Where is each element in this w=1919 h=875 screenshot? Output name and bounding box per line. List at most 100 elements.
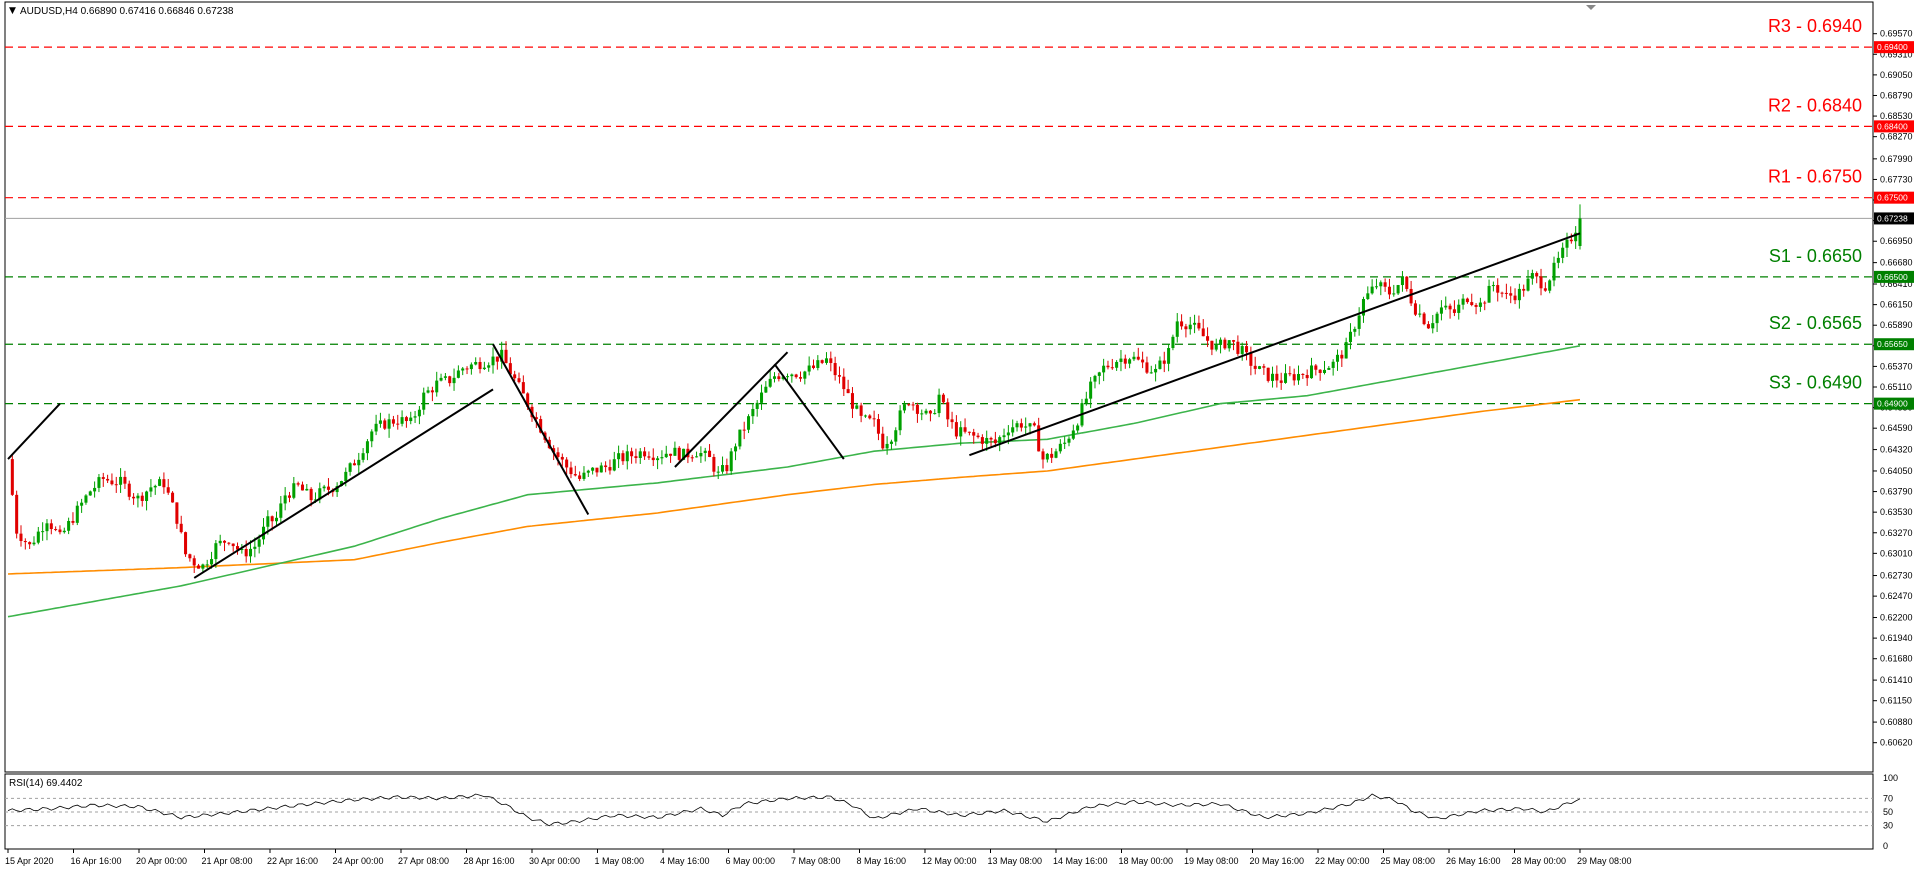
- bull-candle: [933, 413, 937, 415]
- bull-candle: [1154, 368, 1158, 373]
- bull-candle: [1357, 315, 1361, 329]
- bull-candle: [1379, 282, 1383, 287]
- bull-candle: [1444, 305, 1448, 308]
- bear-candle: [1483, 302, 1487, 304]
- bull-candle: [1396, 285, 1400, 294]
- bear-candle: [565, 459, 569, 468]
- bear-candle: [1409, 288, 1413, 304]
- time-tick-label: 22 Apr 16:00: [267, 856, 318, 866]
- bull-candle: [500, 349, 504, 362]
- bull-candle: [751, 408, 755, 417]
- bull-candle: [764, 386, 768, 393]
- price-tick-label: 0.66410: [1880, 279, 1913, 289]
- time-tick-label: 26 May 16:00: [1446, 856, 1501, 866]
- bear-candle: [517, 378, 521, 383]
- ma-fast-line: [7, 345, 1581, 618]
- bear-candle: [980, 437, 984, 444]
- bull-candle: [158, 479, 162, 486]
- bear-candle: [1504, 292, 1508, 294]
- price-tick-label: 0.66150: [1880, 300, 1913, 310]
- bull-candle: [1054, 451, 1058, 458]
- chart-menu-arrow-icon[interactable]: ▼: [9, 6, 16, 16]
- bull-candle: [898, 410, 902, 431]
- bear-candle: [651, 457, 655, 461]
- price-axis: 0.69570 0.69310 0.69050 0.68790 0.68530 0.682…: [1873, 29, 1913, 748]
- bull-candle: [205, 564, 209, 566]
- bear-candle: [1569, 239, 1573, 242]
- bull-candle: [426, 390, 430, 393]
- bull-candle: [937, 394, 941, 414]
- resistance-price-tag-box: [1874, 191, 1914, 204]
- bear-candle: [110, 480, 114, 485]
- bull-candle: [62, 530, 66, 533]
- bull-candle: [422, 392, 426, 410]
- bear-candle: [881, 433, 885, 449]
- bear-candle: [690, 457, 694, 459]
- bear-candle: [573, 474, 577, 476]
- bull-candle: [1093, 375, 1097, 382]
- scroll-marker-icon[interactable]: [1586, 5, 1596, 10]
- bull-candle: [400, 417, 404, 424]
- bull-candle: [656, 458, 660, 461]
- bear-candle: [508, 363, 512, 375]
- time-tick-label: 21 Apr 08:00: [202, 856, 253, 866]
- bull-candle: [283, 495, 287, 504]
- bear-candle: [28, 542, 32, 545]
- support-price-tag: 0.65650: [1877, 339, 1908, 349]
- bull-candle: [1084, 398, 1088, 404]
- price-tick-label: 0.62470: [1880, 591, 1913, 601]
- bull-candle: [370, 431, 374, 442]
- bear-candle: [1279, 380, 1283, 383]
- bull-candle: [1011, 427, 1015, 433]
- bull-candle: [920, 413, 924, 415]
- bull-candle: [374, 423, 378, 432]
- rsi-header: RSI(14) 69.4402: [9, 778, 83, 789]
- bull-candle: [1071, 430, 1075, 439]
- moving-averages: [7, 345, 1581, 618]
- bull-candle: [703, 450, 707, 453]
- bull-candle: [1578, 218, 1582, 246]
- time-tick-label: 8 May 16:00: [857, 856, 907, 866]
- bull-candle: [1517, 288, 1521, 301]
- bull-candle: [664, 453, 668, 458]
- bull-candle: [716, 471, 720, 473]
- bull-candle: [1478, 302, 1482, 307]
- bull-candle: [305, 488, 309, 491]
- bear-candle: [140, 495, 144, 501]
- bull-candle: [474, 361, 478, 365]
- bear-candle: [1141, 359, 1145, 363]
- bull-candle: [1188, 324, 1192, 330]
- bull-candle: [885, 443, 889, 449]
- bear-candle: [604, 465, 608, 468]
- bear-candle: [1535, 273, 1539, 277]
- time-tick-label: 13 May 08:00: [988, 856, 1043, 866]
- support-label: S3 - 0.6490: [1769, 373, 1862, 393]
- bear-candle: [608, 467, 612, 471]
- time-tick-label: 28 May 00:00: [1512, 856, 1567, 866]
- bear-candle: [1110, 367, 1114, 369]
- bear-candle: [223, 540, 227, 543]
- bull-candle: [816, 360, 820, 368]
- bull-candle: [673, 447, 677, 456]
- bull-candle: [1058, 443, 1062, 452]
- bull-candle: [274, 517, 279, 522]
- price-tick-label: 0.66680: [1880, 258, 1913, 268]
- bear-candle: [811, 365, 816, 368]
- resistance-label: R1 - 0.6750: [1768, 167, 1862, 187]
- time-tick-label: 12 May 00:00: [922, 856, 977, 866]
- time-tick-label: 7 May 08:00: [791, 856, 841, 866]
- bull-candle: [313, 499, 317, 501]
- bull-candle: [855, 405, 859, 409]
- bull-candle: [378, 420, 382, 424]
- bull-candle: [32, 542, 36, 545]
- trendline: [193, 388, 494, 579]
- bear-candle: [175, 502, 179, 524]
- price-tick-label: 0.67990: [1880, 154, 1913, 164]
- bull-candle: [149, 487, 153, 492]
- time-tick-label: 25 May 08:00: [1381, 856, 1436, 866]
- bear-candle: [647, 456, 651, 458]
- bear-candle: [495, 356, 499, 362]
- bull-candle: [145, 491, 149, 501]
- bull-candle: [772, 376, 777, 379]
